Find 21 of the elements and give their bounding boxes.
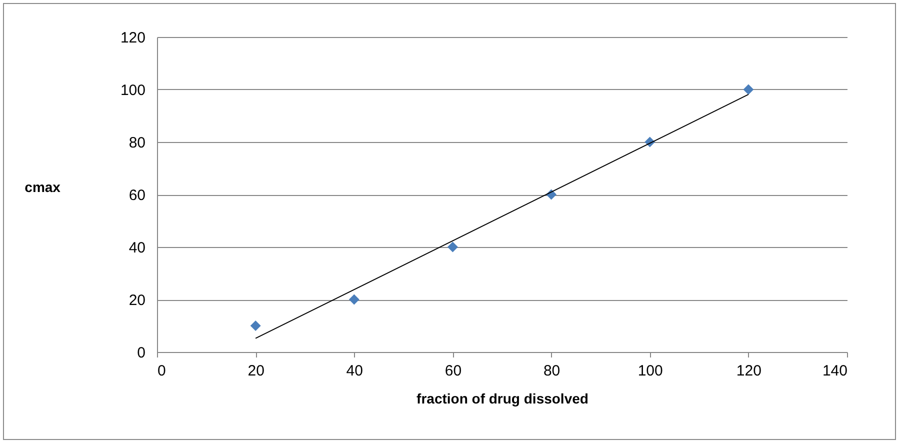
x-tick-label: 60	[444, 362, 462, 380]
point	[447, 242, 458, 252]
y-tick-label: 40	[128, 240, 146, 256]
x-tick-label: 120	[736, 362, 762, 380]
y-axis-title: cmax	[24, 179, 61, 195]
y-tick-label: 120	[120, 30, 146, 46]
y-tick-label: 60	[128, 187, 146, 204]
y-tick-label: 100	[120, 82, 146, 99]
x-tick-label: 80	[543, 362, 560, 380]
x-tick-label: 40	[346, 362, 363, 380]
point	[348, 294, 360, 305]
x-tick-label: 0	[158, 362, 166, 380]
y-tick-label: 0	[137, 344, 146, 362]
x-axis-title: fraction of drug dissolved	[416, 390, 588, 406]
x-tick-label: 100	[638, 362, 663, 380]
point	[250, 320, 261, 331]
y-tick-label: 80	[128, 134, 146, 152]
x-tick-label: 140	[822, 362, 848, 380]
y-tick-label: 20	[128, 292, 146, 309]
x-tick-label: 20	[248, 362, 264, 380]
point	[743, 84, 754, 95]
